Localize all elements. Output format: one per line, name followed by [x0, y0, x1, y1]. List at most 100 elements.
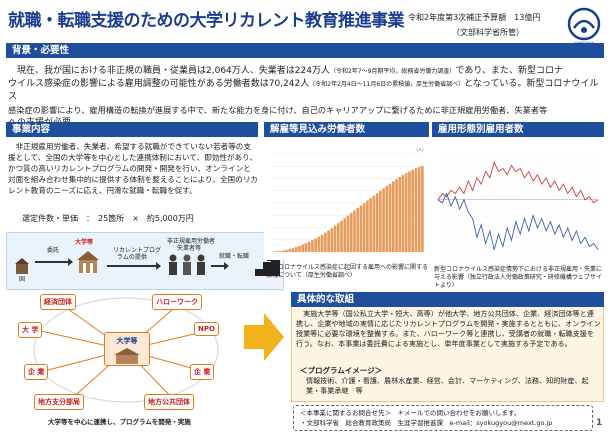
chart1-bar [285, 249, 288, 252]
node-company-right: 企 業 [190, 364, 215, 380]
chart1-caption: 新型コロナウイルス感染症に起因する雇用への影響に関する情報について（厚生労働省調… [266, 264, 429, 279]
chart1-bar [311, 240, 314, 252]
chart1-bar [388, 183, 392, 252]
chart1-bar [307, 241, 311, 252]
chart2-caption: 新型コロナウイルス感染症情勢下における非正規雇用・失業に与える影響（独立行政法人… [434, 266, 603, 289]
flow-arrow-1 [35, 258, 73, 266]
network-caption: 大学等を中心に連携し、プログラムを開発・実施 [48, 418, 191, 426]
layoff-chart: （人） [264, 140, 429, 260]
flow-arrow-3 [211, 262, 229, 270]
chart1-bar [336, 223, 340, 252]
chart1-bar [359, 205, 363, 252]
page-number: 1 [596, 418, 603, 428]
chart1-bar [375, 193, 379, 252]
chart1-bar [314, 238, 317, 252]
chart1-bar [372, 195, 376, 252]
initiatives-text: 実施大学等（国公私立大学・短大、高専）が他大学、地方公共団体、企業、経済団体等と… [296, 309, 601, 348]
contact-line-1: ＜本事業に関するお問合せ先＞ ＊メールでの問い合わせをお願いします。 [300, 409, 521, 417]
chart1-bar [385, 185, 389, 252]
chart1-bar [353, 210, 356, 252]
chart2-series-line [437, 192, 599, 251]
chart1-bar [411, 169, 414, 252]
university-building-icon [77, 251, 99, 273]
chart1-bar [398, 177, 402, 252]
chart1-bar [340, 220, 343, 252]
flow-job: 就職・転職 [219, 253, 250, 260]
chart1-bar [278, 250, 282, 252]
node-company-left: 企 業 [24, 364, 49, 380]
node-regional-branch: 地方支分部局 [34, 394, 84, 410]
university-building-icon [114, 348, 140, 364]
flow-recurrent-2: ラムの提供 [117, 254, 147, 261]
chart1-bar [366, 200, 369, 252]
chart1-bar [301, 244, 305, 252]
flow-workers-1: 非正規雇用労働者 [167, 238, 216, 245]
ministry-logo-icon [567, 7, 601, 41]
program-title: ＜プログラムイメージ＞ [300, 366, 383, 375]
chart1-bar [288, 248, 292, 252]
node-npo: NPO [194, 322, 219, 336]
flow-workers-2: 失業者等 [177, 245, 202, 252]
employment-chart [432, 140, 604, 262]
chart1-bar [330, 228, 334, 252]
cost-line: 選定件数・単価 ： 25箇所 × 約5,000万円 [22, 214, 194, 223]
flow-country: 国 [19, 276, 26, 283]
chart1-bar [298, 245, 301, 252]
background-text: 現在、我が国における非正規の職員・従業員は2,064万人、失業者は224万人（令… [8, 66, 599, 128]
program-text: 情報技術、介護・看護、農林水産業、経営、会計、マーケティング、法務、知的財産、起… [306, 376, 589, 395]
flow-arrow-2 [107, 262, 161, 270]
chart1-bar [291, 248, 295, 252]
chart1-bar [414, 168, 418, 252]
flow-university: 大学等 [75, 239, 94, 246]
chart2-heading: 雇用形態別雇用者数 [432, 122, 604, 137]
chart1-bar [317, 236, 321, 252]
node-hellowork: ハローワーク [152, 294, 202, 310]
background-heading: 背景・必要性 [6, 43, 604, 58]
budget-amount: 令和2年度第3次補正予算額 13億円 [408, 13, 541, 22]
chart1-bar [369, 198, 372, 252]
chart1-bar [395, 179, 398, 252]
chart1-bar [404, 173, 408, 252]
chart1-ylabel: （人） [414, 147, 426, 152]
chart1-bar [275, 251, 279, 252]
node-center-university: 大学等 [104, 332, 150, 366]
network-diagram: 経済団体 ハローワーク 大 学 NPO 大学等 企 業 企 業 地方支分部局 地… [6, 290, 236, 415]
chart1-bar [356, 207, 360, 252]
flow-recurrent-1: リカレントプログ [113, 247, 162, 254]
initiatives-box [291, 292, 604, 402]
chart1-bar [294, 246, 298, 252]
chart1-bar [408, 171, 411, 252]
page-title: 就職・転職支援のための大学リカレント教育推進事業 [8, 11, 405, 31]
chart1-bar [333, 225, 337, 252]
flow-commission: 委託 [47, 247, 60, 254]
node-local-gov: 地方公共団体 [144, 394, 194, 410]
chart1-bar [362, 203, 366, 252]
chart1-bar [421, 165, 424, 252]
chart1-bar [304, 243, 308, 252]
chart1-bar [349, 213, 353, 252]
chart1-bar [320, 234, 324, 252]
initiatives-heading: 具体的な取組 [291, 292, 604, 307]
content-text: 非正規雇用労働者、失業者、希望する就職ができていない若者等の支援として、全国の大… [8, 142, 258, 195]
node-employers: 経済団体 [40, 294, 76, 310]
flow-diagram: 国 委託 大学等 リカレントプログ ラムの提供 非正規雇用労働者 失業者等 就職… [6, 232, 284, 290]
chart1-bar [391, 181, 395, 252]
content-heading: 事業内容 [6, 122, 258, 137]
workers-people-icon [169, 254, 205, 275]
right-arrow-icon [244, 313, 284, 361]
contact-line-2[interactable]: ・文部科学省 総合教育政策局 生涯学習推進課 e-mail：syokugyou@… [300, 419, 553, 427]
chart1-bar [343, 218, 347, 252]
chart1-bar [282, 250, 285, 252]
government-building-icon [15, 258, 29, 274]
chart1-bar [417, 166, 421, 252]
contact-box: ＜本事業に関するお問合せ先＞ ＊メールでの問い合わせをお願いします。 ・文部科学… [293, 405, 593, 431]
chart1-bar [382, 188, 385, 252]
chart1-bar [346, 215, 350, 252]
chart1-heading: 解雇等見込み労働者数 [264, 122, 429, 137]
chart1-bar [379, 190, 382, 252]
ministry-label: （文部科学省所管） [452, 28, 524, 37]
chart1-bar [401, 175, 405, 252]
chart1-bar [324, 232, 327, 252]
chart2-series-line [437, 160, 599, 204]
node-university: 大 学 [18, 322, 43, 338]
